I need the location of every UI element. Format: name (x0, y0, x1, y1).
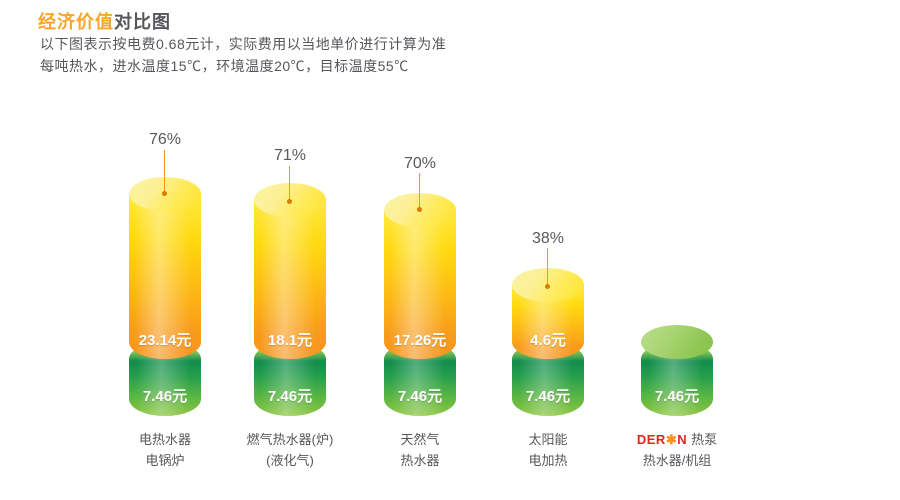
subtitle-line-2: 每吨热水，进水温度15℃，环境温度20℃，目标温度55℃ (40, 58, 409, 74)
pointer-line (164, 150, 165, 193)
pointer-line (419, 173, 420, 210)
category-label-gas-heater: 燃气热水器(炉) (液化气) (205, 429, 375, 471)
cylinder-bar-solar-electric: 38% 4.6元 7.46元 (512, 0, 584, 500)
base-value-label: 7.46元 (267, 388, 313, 405)
percent-label: 76% (148, 131, 182, 148)
cylinder-top-cap (641, 325, 713, 359)
category-label-electric-heater: 电热水器 电锅炉 (80, 429, 250, 471)
category-label-natural-gas: 天然气 热水器 (335, 429, 505, 471)
base-value-label: 7.46元 (654, 388, 700, 405)
percent-label: 71% (273, 147, 307, 164)
sun-star-icon: ✱ (665, 432, 678, 447)
category-line-2: 热水器 (400, 453, 440, 468)
category-label-deron: DER✱N 热泵 热水器/机组 (592, 429, 762, 471)
category-line-1: 燃气热水器(炉) (246, 432, 334, 447)
percent-label: 70% (403, 155, 437, 172)
cylinder-bar-deron-heat-pump: 7.46元 (641, 0, 713, 500)
cylinder-bar-gas-heater: 71% 18.1元 7.46元 (254, 0, 326, 500)
category-line-1: 天然气 (400, 432, 440, 447)
category-line-1: 太阳能 (528, 432, 568, 447)
cost-value-label: 18.1元 (267, 332, 313, 349)
pointer-dot (545, 284, 550, 289)
deron-logo-line: DER✱N 热泵 (592, 429, 762, 450)
pointer-line (289, 166, 290, 202)
pointer-dot (162, 191, 167, 196)
cylinder-cost-segment (129, 194, 201, 359)
pointer-dot (417, 207, 422, 212)
base-value-label: 7.46元 (397, 388, 443, 405)
page-title-rest: 对比图 (114, 12, 171, 32)
brand-suffix-label: 热泵 (691, 432, 718, 447)
category-line-2: 电加热 (528, 453, 568, 468)
base-value-label: 7.46元 (142, 388, 188, 405)
cost-value-label: 17.26元 (393, 332, 447, 349)
cylinder-bar-natural-gas-heater: 70% 17.26元 7.46元 (384, 0, 456, 500)
cost-value-label: 4.6元 (530, 332, 566, 349)
category-label-solar: 太阳能 电加热 (463, 429, 633, 471)
percent-label: 38% (531, 230, 565, 247)
page-title: 经济价值对比图 (38, 8, 171, 34)
pointer-dot (287, 199, 292, 204)
category-line-2: (液化气) (266, 453, 314, 468)
deron-logo-text-right: N (677, 432, 688, 447)
pointer-line (547, 248, 548, 286)
cylinder-bar-electric-heater: 76% 23.14元 7.46元 (129, 0, 201, 500)
deron-logo-text-left: DER (636, 432, 666, 447)
category-line-2: 热水器/机组 (642, 453, 712, 468)
category-line-1: 电热水器 (138, 432, 191, 447)
category-line-2: 电锅炉 (145, 453, 185, 468)
cylinder-cost-segment (254, 200, 326, 359)
cylinder-cost-segment (384, 210, 456, 359)
cost-value-label: 23.14元 (138, 332, 192, 349)
base-value-label: 7.46元 (525, 388, 571, 405)
page-title-accent: 经济价值 (38, 12, 114, 32)
deron-logo: DER✱N (637, 432, 687, 447)
subtitle-line-1: 以下图表示按电费0.68元计，实际费用以当地单价进行计算为准 (40, 36, 447, 52)
